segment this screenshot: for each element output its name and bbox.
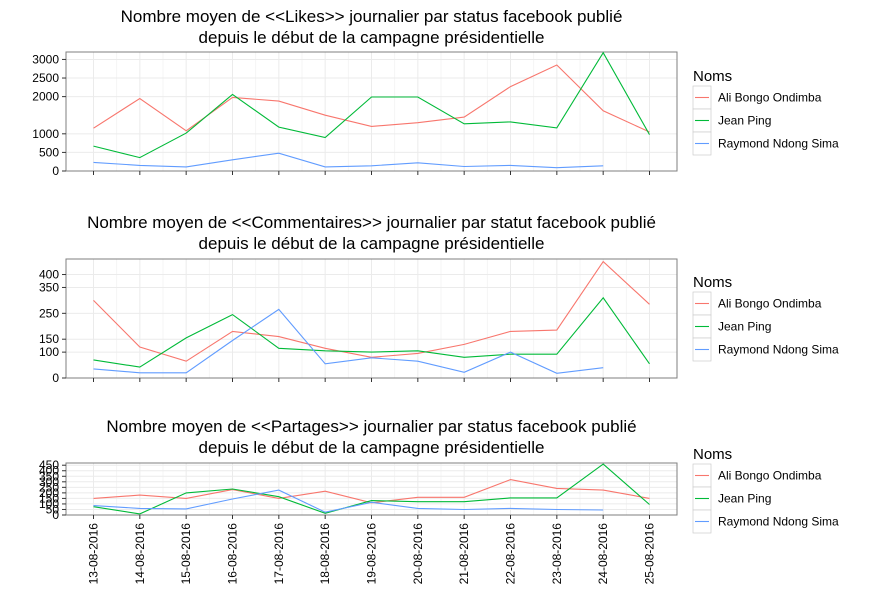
chart-subtitle: depuis le début de la campagne président… <box>199 438 545 457</box>
series-line <box>93 152 604 169</box>
y-tick-label: 250 <box>39 480 59 494</box>
legend-label: Ali Bongo Ondimba <box>718 91 822 105</box>
series-line <box>93 51 650 159</box>
y-tick-label: 50 <box>46 502 60 516</box>
x-tick-label: 23-08-2016 <box>550 523 564 585</box>
y-tick-label: 150 <box>39 491 59 505</box>
x-tick-label: 22-08-2016 <box>504 523 518 585</box>
chart-title: Nombre moyen de <<Partages>> journalier … <box>106 417 636 436</box>
legend-title: Noms <box>693 446 732 463</box>
chart-panel-3: Nombre moyen de <<Partages>> journalier … <box>39 417 839 584</box>
x-tick-label: 20-08-2016 <box>411 523 425 585</box>
legend-label: Raymond Ndong Sima <box>718 137 839 151</box>
legend-title: Noms <box>693 274 732 291</box>
chart-subtitle: depuis le début de la campagne président… <box>199 28 545 47</box>
y-tick-label: 300 <box>39 475 59 489</box>
y-tick-label: 0 <box>52 164 59 178</box>
legend-title: Noms <box>693 68 732 85</box>
y-tick-label: 250 <box>39 306 59 320</box>
y-tick-label: 500 <box>39 145 59 159</box>
y-tick-label: 2500 <box>32 71 59 85</box>
x-tick-label: 14-08-2016 <box>133 523 147 585</box>
chart-title: Nombre moyen de <<Commentaires>> journal… <box>87 213 656 232</box>
legend-label: Ali Bongo Ondimba <box>718 469 822 483</box>
y-tick-label: 450 <box>39 458 59 472</box>
x-tick-label: 15-08-2016 <box>179 523 193 585</box>
legend-label: Jean Ping <box>718 492 771 506</box>
legend-label: Jean Ping <box>718 320 771 334</box>
chart-title: Nombre moyen de <<Likes>> journalier par… <box>121 7 623 26</box>
y-tick-label: 100 <box>39 497 59 511</box>
x-tick-label: 17-08-2016 <box>272 523 286 585</box>
y-tick-label: 2000 <box>32 90 59 104</box>
series-line <box>93 489 604 513</box>
x-tick-label: 18-08-2016 <box>318 523 332 585</box>
y-tick-label: 350 <box>39 469 59 483</box>
x-tick-label: 19-08-2016 <box>365 523 379 585</box>
legend-label: Raymond Ndong Sima <box>718 343 839 357</box>
series-line <box>93 64 650 133</box>
y-tick-label: 400 <box>39 268 59 282</box>
y-tick-label: 3000 <box>32 52 59 66</box>
y-tick-label: 1000 <box>32 127 59 141</box>
y-tick-label: 400 <box>39 464 59 478</box>
x-tick-label: 21-08-2016 <box>457 523 471 585</box>
y-tick-label: 0 <box>52 508 59 522</box>
chart-panel-1: Nombre moyen de <<Likes>> journalier par… <box>32 7 839 178</box>
legend-label: Jean Ping <box>718 114 771 128</box>
y-tick-label: 200 <box>39 486 59 500</box>
legend-label: Raymond Ndong Sima <box>718 515 839 529</box>
chart-subtitle: depuis le début de la campagne président… <box>199 234 545 253</box>
x-tick-label: 25-08-2016 <box>643 523 657 585</box>
y-tick-label: 0 <box>52 371 59 385</box>
y-tick-label: 100 <box>39 345 59 359</box>
x-tick-label: 24-08-2016 <box>596 523 610 585</box>
series-line <box>93 308 604 374</box>
legend-label: Ali Bongo Ondimba <box>718 297 822 311</box>
y-tick-label: 350 <box>39 280 59 294</box>
series-line <box>93 296 650 368</box>
x-tick-label: 13-08-2016 <box>86 523 100 585</box>
x-tick-label: 16-08-2016 <box>225 523 239 585</box>
chart-panel-2: Nombre moyen de <<Commentaires>> journal… <box>39 213 839 385</box>
y-tick-label: 150 <box>39 332 59 346</box>
series-line <box>93 463 650 515</box>
